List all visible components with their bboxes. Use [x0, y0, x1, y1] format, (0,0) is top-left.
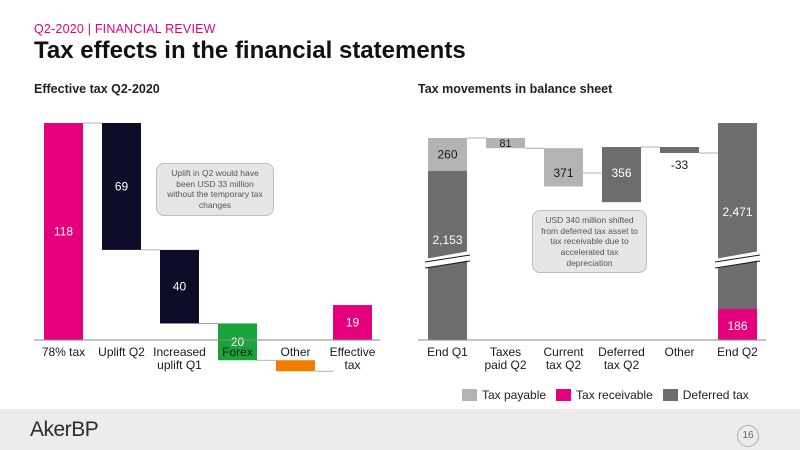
axis-break-gap	[714, 251, 761, 268]
page-number: 16	[737, 425, 759, 447]
logo-part-b: BP	[71, 418, 99, 441]
category-label: Increased	[153, 345, 206, 359]
category-label: Uplift Q2	[98, 345, 145, 359]
legend-item-tax-receivable: Tax receivable	[556, 388, 653, 402]
legend-swatch	[662, 389, 678, 401]
axis-break-line	[424, 260, 471, 269]
data-label: 40	[173, 280, 187, 294]
data-label: 2,153	[432, 233, 462, 247]
data-label: 356	[611, 166, 631, 180]
taxes-paid-bar	[486, 137, 525, 149]
data-label: 81	[499, 138, 511, 150]
category-label: Taxes	[490, 345, 521, 359]
akerbp-logo: AkerBP	[30, 418, 99, 442]
legend-item-tax-payable: Tax payable	[462, 388, 546, 402]
category-label: paid Q2	[484, 358, 526, 372]
category-label: Forex	[222, 345, 253, 359]
waterfall-bar	[276, 360, 315, 372]
category-label: End Q2	[717, 345, 758, 359]
category-label: Effective	[330, 345, 376, 359]
category-label: tax Q2	[604, 358, 640, 372]
data-label: 118	[54, 225, 73, 239]
data-label: -33	[671, 158, 689, 172]
legend-item-deferred-tax: Deferred tax	[662, 388, 749, 402]
category-label: tax	[344, 358, 360, 372]
category-label: 78% tax	[42, 345, 85, 359]
waterfall-bar	[102, 123, 141, 250]
logo-part-a: Aker	[30, 418, 72, 441]
data-label: 260	[437, 147, 457, 161]
category-label: Other	[280, 345, 310, 359]
data-label: 2,471	[722, 205, 752, 219]
chart-legend: Tax payable Tax receivable Deferred tax	[462, 388, 759, 402]
axis-break-line	[714, 260, 761, 269]
legend-label: Tax receivable	[576, 388, 653, 402]
data-label: 371	[553, 166, 573, 180]
end-q2-tax-receivable-bar	[718, 309, 757, 340]
axis-break-line	[714, 254, 761, 263]
section-kicker: Q2-2020 | FINANCIAL REVIEW	[34, 22, 216, 36]
category-label: uplift Q1	[157, 358, 202, 372]
data-label: 69	[115, 179, 129, 193]
category-label: End Q1	[427, 345, 468, 359]
axis-break-line	[424, 254, 471, 263]
uplift-annotation: Uplift in Q2 would have been USD 33 mill…	[156, 163, 274, 216]
data-label: 186	[727, 319, 747, 333]
legend-swatch	[556, 389, 572, 401]
legend-label: Tax payable	[482, 388, 547, 402]
current-tax-bar	[544, 148, 583, 187]
right-chart-title: Tax movements in balance sheet	[418, 82, 613, 96]
footer-bar	[0, 409, 800, 450]
shift-annotation: USD 340 million shifted from deferred ta…	[532, 210, 647, 274]
legend-label: Deferred tax	[682, 388, 749, 402]
waterfall-bar	[44, 123, 83, 340]
other-bar	[660, 147, 699, 153]
deferred-tax-bar	[602, 147, 641, 203]
category-label: Current	[543, 345, 584, 359]
axis-break-gap	[424, 251, 471, 268]
waterfall-bar	[218, 323, 257, 361]
waterfall-bar	[333, 305, 372, 340]
category-label: Deferred	[598, 345, 645, 359]
slide-title: Tax effects in the financial statements	[34, 37, 466, 64]
category-label: tax Q2	[546, 358, 582, 372]
end-q1-tax-payable-bar	[428, 137, 467, 171]
data-label: 20	[231, 335, 245, 349]
legend-swatch	[462, 389, 477, 401]
data-label: 19	[346, 316, 360, 330]
waterfall-bar	[160, 249, 199, 324]
category-label: Other	[664, 345, 694, 359]
left-chart-title: Effective tax Q2-2020	[34, 82, 160, 96]
end-q2-deferred-bar	[718, 123, 757, 309]
